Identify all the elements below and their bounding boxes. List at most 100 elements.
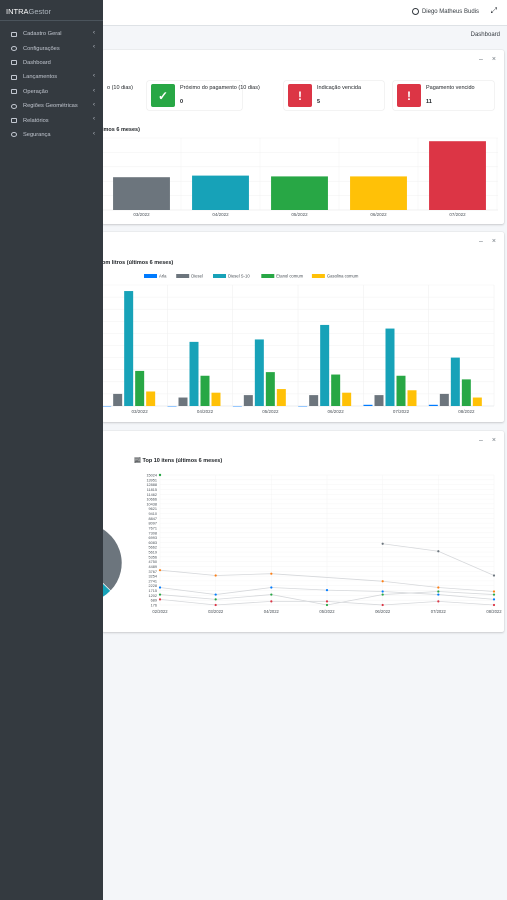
sidebar: INTRAGestor Cadastro Geral ‹ Configuraçõe… bbox=[0, 0, 103, 900]
chevron-left-icon: ‹ bbox=[93, 116, 95, 123]
bar bbox=[211, 392, 221, 406]
data-point bbox=[381, 542, 384, 545]
sidebar-item-label: Relatórios bbox=[23, 117, 49, 124]
legend-label: Diesel S-10 bbox=[228, 274, 250, 279]
map-icon bbox=[11, 103, 17, 109]
summary-card: – × o (10 dias) ✓ Próximo do pagamento (… bbox=[102, 50, 504, 224]
bar bbox=[428, 404, 438, 406]
data-point bbox=[270, 600, 273, 603]
y-tick-label: 4489 bbox=[149, 565, 157, 569]
close-icon[interactable]: × bbox=[491, 437, 496, 444]
collapse-icon[interactable]: – bbox=[479, 238, 483, 245]
info-box-indication-overdue: ! Indicação vencida 5 bbox=[284, 81, 384, 110]
data-point bbox=[437, 586, 440, 589]
sidebar-item-label: Configurações bbox=[23, 45, 60, 52]
y-tick-label: 12888 bbox=[146, 483, 157, 487]
y-tick-label: 9621 bbox=[149, 507, 157, 511]
y-tick-label: 689 bbox=[151, 599, 157, 603]
sidebar-item-configuracoes[interactable]: Configurações ‹ bbox=[0, 41, 103, 55]
legend-swatch bbox=[261, 274, 275, 278]
sidebar-item-relatorios[interactable]: Relatórios ‹ bbox=[0, 113, 103, 127]
bar bbox=[265, 372, 275, 406]
y-tick-label: 1715 bbox=[149, 589, 157, 593]
x-tick-label: 07/2022 bbox=[431, 609, 447, 614]
sidebar-item-dashboard[interactable]: Dashboard bbox=[0, 56, 103, 70]
series-line bbox=[159, 569, 495, 592]
y-tick-label: 8097 bbox=[149, 522, 157, 526]
fullscreen-icon[interactable]: ⤢ bbox=[490, 6, 497, 15]
x-tick-label: 04/2022 bbox=[197, 409, 214, 414]
bar bbox=[189, 341, 199, 406]
check-icon: ✓ bbox=[151, 84, 175, 107]
gear-icon bbox=[11, 46, 17, 52]
x-tick-label: 08/2022 bbox=[486, 609, 502, 614]
chart-title: imos 6 meses) bbox=[102, 127, 140, 133]
x-tick-label: 02/2022 bbox=[152, 609, 168, 614]
legend-swatch bbox=[213, 274, 226, 278]
x-tick-label: 05/2022 bbox=[262, 409, 279, 414]
data-point bbox=[158, 586, 162, 589]
data-point bbox=[158, 473, 162, 477]
data-point bbox=[437, 593, 440, 596]
user-menu[interactable]: Diego Matheus Budis bbox=[411, 8, 479, 15]
pie-slice bbox=[102, 582, 112, 598]
y-tick-label: 2228 bbox=[149, 584, 157, 588]
data-point bbox=[325, 603, 329, 607]
y-tick-label: 11462 bbox=[147, 493, 157, 497]
sidebar-item-cadastro-geral[interactable]: Cadastro Geral ‹ bbox=[0, 27, 103, 41]
y-tick-label: 6993 bbox=[149, 536, 157, 540]
brand-logo[interactable]: INTRAGestor bbox=[6, 7, 51, 16]
sidebar-item-label: Operação bbox=[23, 88, 48, 95]
sidebar-item-label: Dashboard bbox=[23, 59, 51, 66]
collapse-icon[interactable]: – bbox=[479, 56, 483, 63]
grouped-bar-chart-fuel: Arla Diesel Diesel S-10 Etanol comum Gasolin… bbox=[102, 274, 495, 414]
exclamation-icon: ! bbox=[288, 84, 312, 107]
data-point bbox=[492, 603, 496, 607]
y-tick-label: 13951 bbox=[146, 478, 157, 482]
data-point bbox=[214, 598, 217, 601]
report-icon bbox=[11, 118, 17, 124]
bar bbox=[146, 391, 156, 406]
bar bbox=[135, 370, 145, 406]
y-tick-label: 4750 bbox=[149, 560, 157, 564]
info-box-label: Indicação vencida bbox=[317, 85, 362, 91]
info-box-value: 5 bbox=[317, 99, 321, 105]
exclamation-icon: ! bbox=[397, 84, 421, 107]
x-tick-label: 06/2022 bbox=[370, 212, 387, 217]
line-chart-top-items: 1502413951128881181511462106661043896219… bbox=[146, 473, 502, 615]
breadcrumb[interactable]: Dashboard bbox=[470, 32, 500, 38]
user-name: Diego Matheus Budis bbox=[421, 8, 479, 15]
chevron-left-icon: ‹ bbox=[93, 87, 95, 94]
bar bbox=[178, 397, 188, 406]
sidebar-item-label: Regiões Geométricas bbox=[23, 103, 78, 110]
bar-chart-monthly: 03/2022 04/2022 05/2022 06/2022 07/2022 bbox=[102, 137, 498, 217]
close-icon[interactable]: × bbox=[491, 238, 496, 245]
data-point bbox=[270, 572, 273, 575]
x-tick-label: 06/2022 bbox=[375, 609, 391, 614]
y-tick-label: 7671 bbox=[149, 526, 157, 530]
sidebar-item-operacao[interactable]: Operação ‹ bbox=[0, 85, 103, 99]
sidebar-item-seguranca[interactable]: Segurança ‹ bbox=[0, 128, 103, 142]
legend-label: Diesel bbox=[191, 274, 203, 279]
line-chart-title: 📈︎ Top 10 itens (últimos 6 meses) bbox=[134, 458, 222, 464]
sidebar-item-lancamentos[interactable]: Lançamentos ‹ bbox=[0, 70, 103, 84]
bar bbox=[439, 393, 449, 406]
data-point bbox=[492, 590, 496, 593]
chevron-left-icon: ‹ bbox=[93, 130, 95, 137]
bar bbox=[243, 395, 253, 406]
x-tick-label: 03/2022 bbox=[208, 609, 224, 614]
data-point bbox=[270, 586, 273, 589]
close-icon[interactable]: × bbox=[491, 56, 496, 63]
bar bbox=[429, 141, 486, 210]
legend-label: Arla bbox=[159, 274, 167, 279]
bar bbox=[450, 357, 460, 406]
bar bbox=[331, 374, 341, 406]
chevron-left-icon: ‹ bbox=[93, 44, 95, 51]
sidebar-item-regioes-geometricas[interactable]: Regiões Geométricas ‹ bbox=[0, 99, 103, 113]
bar bbox=[396, 375, 406, 406]
bar bbox=[113, 393, 123, 406]
bar bbox=[407, 390, 417, 406]
collapse-icon[interactable]: – bbox=[479, 437, 483, 444]
legend-swatch bbox=[144, 274, 157, 278]
data-point bbox=[214, 603, 217, 607]
